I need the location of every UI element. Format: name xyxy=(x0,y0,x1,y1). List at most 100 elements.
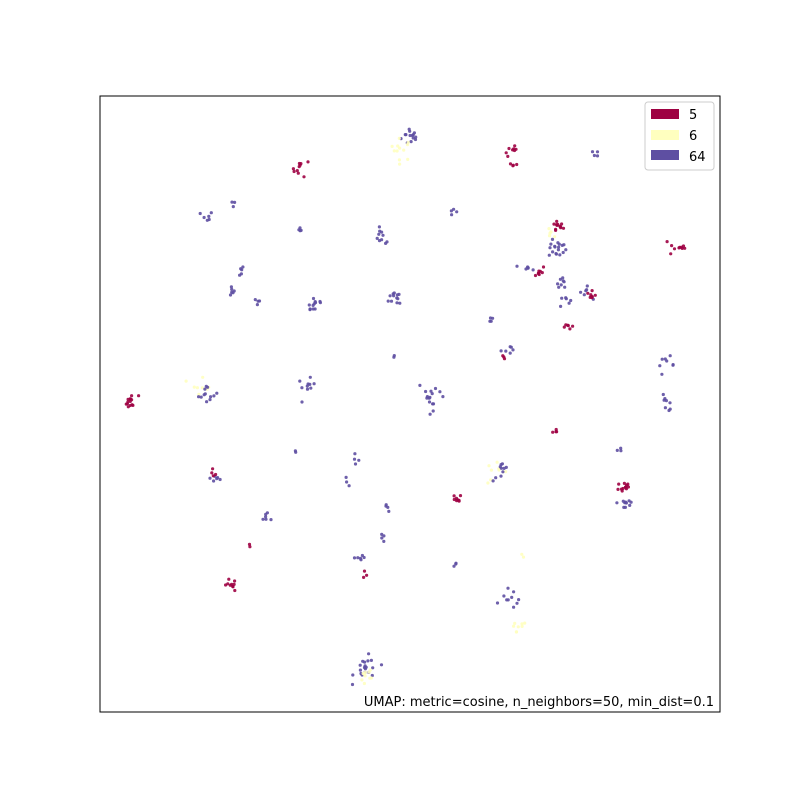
scatter-point-series-64 xyxy=(660,357,664,361)
scatter-point-series-64 xyxy=(494,476,498,480)
scatter-point-series-64 xyxy=(212,394,216,398)
scatter-point-series-64 xyxy=(558,277,563,281)
scatter-point-series-64 xyxy=(547,253,551,257)
scatter-point-series-6 xyxy=(392,149,396,153)
scatter-point-series-5 xyxy=(561,226,566,230)
scatter-point-series-64 xyxy=(357,458,361,462)
scatter-point-series-64 xyxy=(548,246,552,250)
scatter-point-series-64 xyxy=(495,601,500,605)
scatter-point-series-6 xyxy=(547,227,551,231)
scatter-point-series-6 xyxy=(184,379,188,383)
scatter-point-series-64 xyxy=(229,285,233,289)
scatter-point-series-5 xyxy=(540,271,544,275)
scatter-point-series-64 xyxy=(239,267,243,271)
scatter-point-series-64 xyxy=(230,200,234,204)
scatter-point-series-64 xyxy=(392,354,396,358)
scatter-point-series-64 xyxy=(660,372,664,376)
scatter-point-series-5 xyxy=(586,291,590,295)
legend-label-64: 64 xyxy=(689,150,706,165)
scatter-point-series-64 xyxy=(353,452,357,456)
scatter-point-series-5 xyxy=(508,162,513,166)
scatter-point-series-64 xyxy=(231,205,235,209)
scatter-point-series-5 xyxy=(231,585,235,589)
scatter-point-series-6 xyxy=(553,235,557,239)
scatter-point-series-64 xyxy=(209,211,213,215)
scatter-point-series-64 xyxy=(384,503,388,507)
scatter-point-series-5 xyxy=(211,467,215,471)
scatter-point-series-6 xyxy=(395,149,399,153)
scatter-point-series-5 xyxy=(128,399,132,403)
scatter-point-series-64 xyxy=(388,294,392,298)
scatter-point-series-64 xyxy=(557,245,561,249)
scatter-point-series-5 xyxy=(622,481,627,485)
scatter-point-series-6 xyxy=(201,375,205,379)
scatter-point-series-64 xyxy=(438,390,442,394)
scatter-point-series-64 xyxy=(592,153,597,158)
legend-label-5: 5 xyxy=(689,108,697,123)
scatter-point-series-64 xyxy=(567,301,571,305)
scatter-point-series-5 xyxy=(128,397,132,401)
scatter-point-series-64 xyxy=(350,682,355,687)
scatter-point-series-5 xyxy=(593,293,597,297)
scatter-point-series-64 xyxy=(407,127,411,131)
scatter-point-series-64 xyxy=(590,150,595,154)
scatter-point-series-5 xyxy=(515,162,519,167)
scatter-point-series-64 xyxy=(309,386,313,390)
scatter-point-series-64 xyxy=(233,200,237,204)
scatter-point-series-64 xyxy=(505,598,509,602)
scatter-point-series-64 xyxy=(395,301,399,305)
umap-parameters-caption: UMAP: metric=cosine, n_neighbors=50, min… xyxy=(364,695,714,710)
scatter-point-series-64 xyxy=(431,409,435,413)
scatter-point-series-5 xyxy=(292,169,296,174)
scatter-point-series-5 xyxy=(670,244,674,248)
scatter-point-series-64 xyxy=(379,663,384,667)
scatter-point-series-64 xyxy=(658,364,662,368)
scatter-point-series-64 xyxy=(241,265,245,269)
scatter-point-series-64 xyxy=(215,477,219,481)
scatter-point-series-5 xyxy=(507,146,511,151)
scatter-point-series-5 xyxy=(541,265,546,269)
scatter-point-series-5 xyxy=(306,160,310,164)
scatter-point-series-64 xyxy=(207,217,211,222)
scatter-point-series-64 xyxy=(311,303,315,307)
scatter-point-series-5 xyxy=(297,161,301,166)
legend-label-6: 6 xyxy=(689,129,697,144)
scatter-point-series-64 xyxy=(579,290,583,294)
scatter-point-series-64 xyxy=(386,505,390,509)
scatter-point-series-64 xyxy=(305,387,310,391)
scatter-point-series-64 xyxy=(628,503,632,507)
scatter-point-series-6 xyxy=(547,234,552,238)
scatter-point-series-6 xyxy=(360,678,364,682)
scatter-point-series-64 xyxy=(662,398,666,402)
scatter-point-series-5 xyxy=(665,240,669,244)
scatter-point-series-64 xyxy=(556,282,560,286)
scatter-point-series-64 xyxy=(377,225,381,229)
scatter-point-series-5 xyxy=(130,394,134,398)
scatter-point-series-64 xyxy=(668,354,672,358)
scatter-point-series-64 xyxy=(347,484,351,488)
scatter-point-series-5 xyxy=(616,487,620,491)
scatter-point-series-64 xyxy=(661,392,665,397)
scatter-point-series-5 xyxy=(296,171,300,175)
scatter-point-series-6 xyxy=(548,231,552,235)
legend: 5 6 64 xyxy=(644,101,715,171)
scatter-point-series-64 xyxy=(455,210,459,214)
scatter-point-series-64 xyxy=(449,209,453,213)
scatter-point-series-5 xyxy=(130,403,134,407)
scatter-point-series-64 xyxy=(207,214,211,218)
scatter-point-series-64 xyxy=(412,131,416,135)
scatter-point-series-64 xyxy=(370,673,374,678)
scatter-point-series-64 xyxy=(623,505,628,509)
scatter-point-series-5 xyxy=(137,394,141,398)
scatter-point-series-64 xyxy=(264,517,268,521)
scatter-point-series-5 xyxy=(126,405,130,409)
scatter-point-series-5 xyxy=(362,575,366,580)
scatter-point-series-64 xyxy=(300,400,304,404)
scatter-point-series-6 xyxy=(398,162,402,166)
scatter-point-series-64 xyxy=(511,605,516,609)
scatter-point-series-64 xyxy=(205,400,209,404)
scatter-point-series-64 xyxy=(433,386,438,391)
scatter-point-series-64 xyxy=(311,296,316,301)
scatter-point-series-5 xyxy=(227,577,231,581)
scatter-point-series-64 xyxy=(585,284,589,288)
